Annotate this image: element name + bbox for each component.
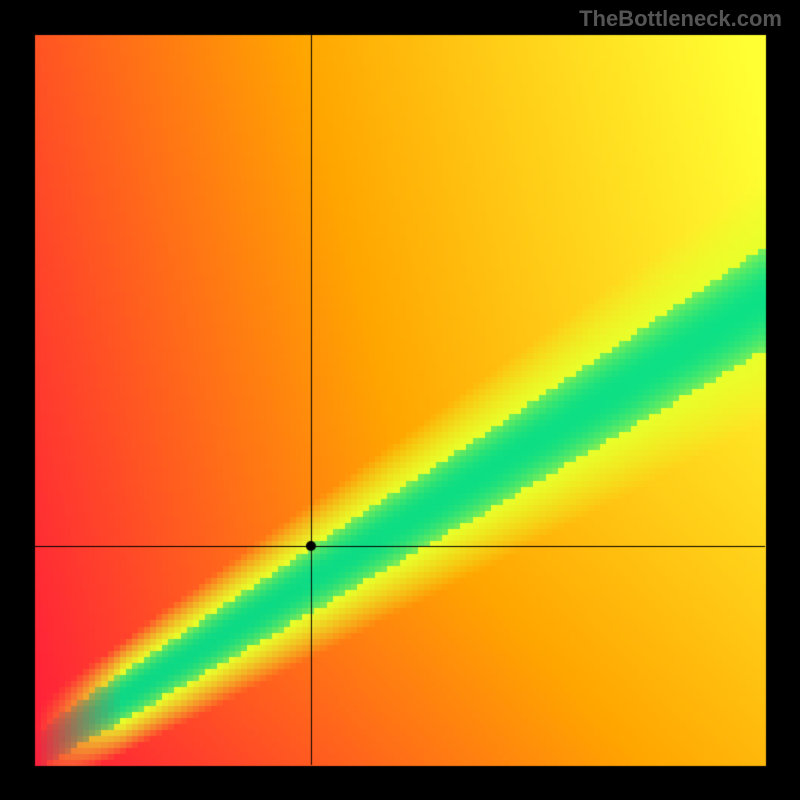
bottleneck-heatmap	[0, 0, 800, 800]
chart-container: { "watermark": { "text": "TheBottleneck.…	[0, 0, 800, 800]
watermark-text: TheBottleneck.com	[579, 6, 782, 32]
